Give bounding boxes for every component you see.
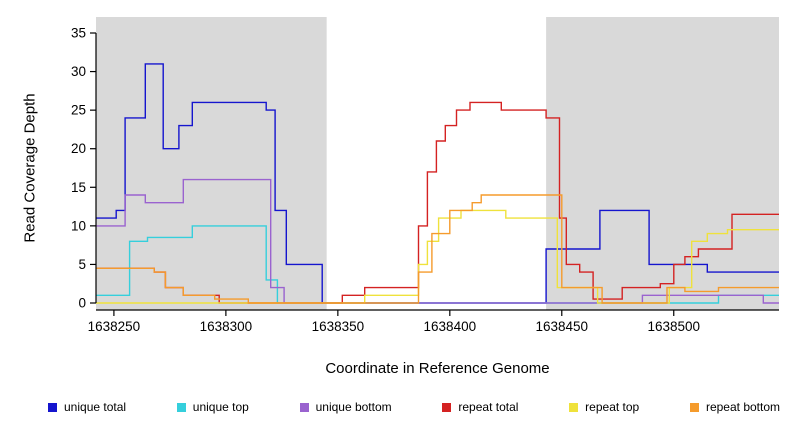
series-repeat-bottom	[96, 194, 779, 304]
x-tick-label: 1638300	[200, 319, 253, 334]
legend-item-repeat-total: repeat total	[442, 400, 518, 414]
y-tick-label: 15	[71, 180, 86, 195]
y-tick-label: 10	[71, 218, 86, 233]
legend-label: unique top	[192, 400, 249, 414]
y-tick-label: 5	[78, 257, 86, 272]
series-unique-total	[96, 63, 779, 304]
unique-top-swatch-icon	[176, 402, 186, 412]
repeat-top-swatch-icon	[569, 402, 579, 412]
y-tick-label: 0	[78, 296, 86, 311]
y-tick-label: 30	[71, 64, 86, 79]
x-tick-label: 1638450	[536, 319, 589, 334]
legend: unique total unique top unique bottom re…	[48, 400, 780, 414]
legend-label: repeat total	[458, 400, 519, 414]
x-tick-label: 1638250	[88, 319, 141, 334]
shaded-region	[546, 17, 779, 310]
legend-item-unique-bottom: unique bottom	[299, 400, 392, 414]
legend-label: unique total	[64, 400, 127, 414]
y-tick-label: 25	[71, 103, 86, 118]
x-axis-label: Coordinate in Reference Genome	[325, 360, 550, 377]
repeat-bottom-swatch-icon	[689, 402, 699, 412]
legend-item-repeat-top: repeat top	[569, 400, 639, 414]
x-tick-label: 1638500	[647, 319, 700, 334]
shaded-region	[96, 17, 327, 310]
legend-item-repeat-bottom: repeat bottom	[689, 400, 780, 414]
y-axis-label: Read Coverage Depth	[21, 93, 39, 243]
legend-label: repeat top	[585, 400, 640, 414]
x-tick-label: 1638400	[424, 319, 477, 334]
repeat-total-swatch-icon	[442, 402, 452, 412]
y-tick-label: 20	[71, 141, 86, 156]
series-repeat-top	[96, 209, 779, 304]
coverage-chart: 1638250 1638300 1638350 1638400 1638450 16385…	[71, 17, 779, 334]
legend-item-unique-total: unique total	[48, 400, 126, 414]
unique-total-swatch-icon	[48, 402, 57, 412]
y-tick-label: 35	[71, 26, 86, 41]
x-tick-label: 1638350	[312, 319, 365, 334]
unique-bottom-swatch-icon	[299, 402, 309, 412]
legend-label: unique bottom	[315, 400, 392, 414]
legend-item-unique-top: unique top	[176, 400, 249, 414]
series-unique-bottom	[96, 178, 779, 304]
legend-label: repeat bottom	[705, 400, 780, 414]
